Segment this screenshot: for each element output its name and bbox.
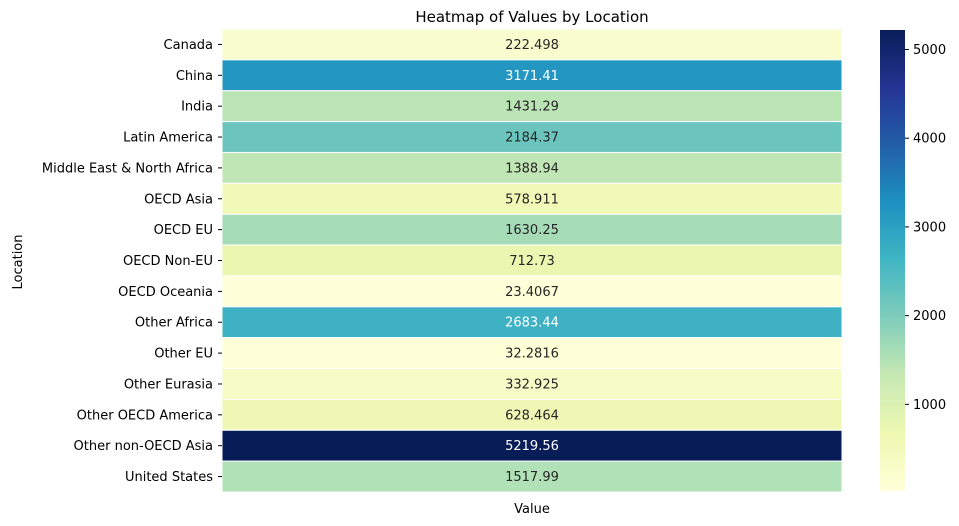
cell-value-label: 222.498 xyxy=(505,38,559,53)
cell-value-label: 1517.99 xyxy=(505,470,559,485)
y-tick-label: Other non-OECD Asia xyxy=(74,439,213,454)
chart-title: Heatmap of Values by Location xyxy=(415,8,648,26)
cell-value-label: 23.4067 xyxy=(505,285,559,300)
y-tick-label: Canada xyxy=(164,38,213,53)
heatmap-cell xyxy=(221,460,843,493)
x-axis-label: Value xyxy=(514,502,550,517)
y-axis-label: Location xyxy=(11,235,26,290)
cell-value-label: 712.73 xyxy=(509,254,555,269)
cell-value-label: 2184.37 xyxy=(505,131,559,146)
colorbar-tick-label: 1000 xyxy=(913,398,946,413)
colorbar-gradient xyxy=(880,30,905,491)
heatmap-cell xyxy=(221,306,843,339)
cell-value-label: 2683.44 xyxy=(505,316,559,331)
colorbar-tick-label: 4000 xyxy=(913,132,946,147)
y-tick-label: Other EU xyxy=(154,347,213,362)
heatmap-cell xyxy=(221,28,843,61)
cell-value-label: 628.464 xyxy=(505,408,559,423)
y-tick-label: Other Eurasia xyxy=(124,377,213,392)
colorbar-tick-label: 3000 xyxy=(913,220,946,235)
y-tick-label: Other Africa xyxy=(135,316,213,331)
y-tick-label: Latin America xyxy=(123,131,213,146)
cell-value-label: 332.925 xyxy=(505,377,559,392)
y-tick-label: OECD Asia xyxy=(144,192,213,207)
colorbar-tick-label: 2000 xyxy=(913,309,946,324)
y-tick-label: Middle East & North Africa xyxy=(42,161,213,176)
heatmap-cell xyxy=(221,59,843,92)
colorbar: 1000 2000 3000 4000 5000 xyxy=(880,30,946,491)
y-tick-label: OECD Non-EU xyxy=(123,254,213,269)
cell-value-label: 5219.56 xyxy=(505,439,559,454)
y-tick-label: United States xyxy=(125,470,213,485)
heatmap-cell xyxy=(221,121,843,153)
y-tick-labels: Canada China India Latin America Middle East… xyxy=(42,38,222,485)
y-tick-label: Other OECD America xyxy=(77,408,213,423)
y-tick-label: China xyxy=(176,69,213,84)
cell-value-label: 1630.25 xyxy=(505,223,559,238)
heatmap-cells: 222.498 3171.41 1431.29 2184.37 1388.94 578.9… xyxy=(221,28,843,493)
y-tick-label: OECD EU xyxy=(154,223,213,238)
cell-value-label: 1388.94 xyxy=(505,161,559,176)
heatmap-cell xyxy=(221,429,843,462)
y-tick-label: OECD Oceania xyxy=(118,285,213,300)
cell-value-label: 578.911 xyxy=(505,192,559,207)
heatmap-cell xyxy=(221,90,843,123)
y-tick-label: India xyxy=(181,100,213,115)
cell-value-label: 32.2816 xyxy=(505,347,559,362)
heatmap-cell xyxy=(221,368,843,400)
cell-value-label: 3171.41 xyxy=(505,69,559,84)
colorbar-tick-label: 5000 xyxy=(913,43,946,58)
heatmap-cell xyxy=(221,337,843,370)
cell-value-label: 1431.29 xyxy=(505,100,559,115)
